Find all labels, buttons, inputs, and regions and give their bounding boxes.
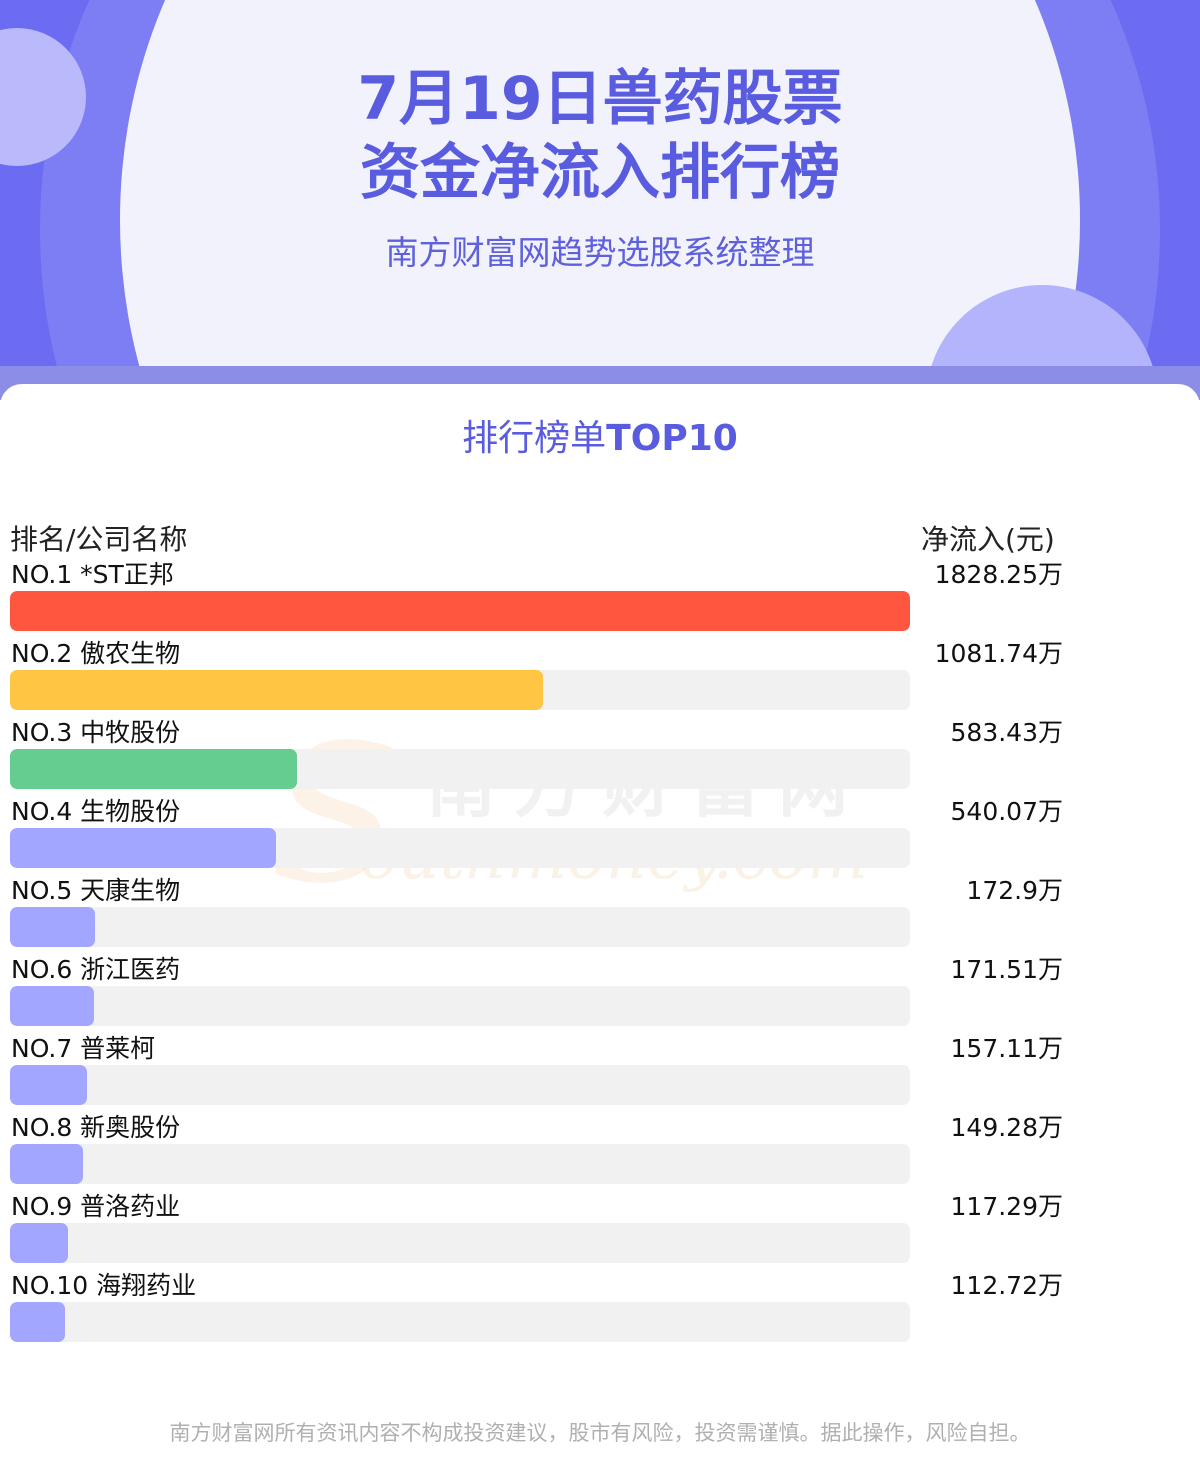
bar-label: NO.3 中牧股份 xyxy=(11,715,180,751)
bar-row: NO.4 生物股份 540.07万 xyxy=(0,794,1200,873)
bar-label: NO.2 傲农生物 xyxy=(11,636,180,672)
bar-value-label: 1081.74万 xyxy=(934,639,1063,668)
bar xyxy=(10,1065,88,1105)
rank-label: NO.2 xyxy=(11,639,73,668)
section-title-prefix: 排行榜单 xyxy=(462,418,607,459)
bar-track xyxy=(10,986,910,1026)
bar-track xyxy=(10,907,910,947)
rank-label: NO.3 xyxy=(11,718,73,747)
bar-row: NO.2 傲农生物 1081.74万 xyxy=(0,636,1200,715)
bar-value-label: 540.07万 xyxy=(950,797,1063,826)
page-title-line1: 7月19日兽药股票 xyxy=(357,64,843,134)
bar-row: NO.6 浙江医药 171.51万 xyxy=(0,952,1200,1031)
bar-label: NO.5 天康生物 xyxy=(11,873,180,909)
company-name: 中牧股份 xyxy=(80,718,181,747)
company-name: 普莱柯 xyxy=(80,1034,156,1063)
bar-value-label: 583.43万 xyxy=(950,718,1063,747)
bar-row: NO.3 中牧股份 583.43万 xyxy=(0,715,1200,794)
column-header-company: 排名/公司名称 xyxy=(10,523,188,556)
bar-label: NO.1 *ST正邦 xyxy=(11,557,174,593)
bar-track xyxy=(10,828,910,868)
company-name: 生物股份 xyxy=(80,797,181,826)
bar-label: NO.9 普洛药业 xyxy=(11,1189,180,1225)
rank-label: NO.5 xyxy=(11,876,73,905)
rank-label: NO.4 xyxy=(11,797,73,826)
bar xyxy=(10,986,95,1026)
bar-track xyxy=(10,1065,910,1105)
bar xyxy=(10,907,96,947)
bar-value-label: 172.9万 xyxy=(966,876,1063,905)
header-banner xyxy=(0,0,1200,400)
decor-disc xyxy=(120,0,1080,400)
bar-row: NO.8 新奥股份 149.28万 xyxy=(0,1110,1200,1189)
bar-value-label: 149.28万 xyxy=(950,1113,1063,1142)
bar-track xyxy=(10,1302,910,1342)
bar-row: NO.5 天康生物 172.9万 xyxy=(0,873,1200,952)
rank-label: NO.9 xyxy=(11,1192,73,1221)
bar-track xyxy=(10,670,910,710)
company-name: 天康生物 xyxy=(80,876,181,905)
bar-track xyxy=(10,591,910,631)
column-header-inflow: 净流入(元) xyxy=(921,523,1055,556)
bar xyxy=(10,1302,66,1342)
bar-track xyxy=(10,749,910,789)
section-title-suffix: TOP10 xyxy=(606,418,738,459)
bar-value-label: 117.29万 xyxy=(950,1192,1063,1221)
bar-label: NO.8 新奥股份 xyxy=(11,1110,180,1146)
section-title: 排行榜单TOP10 xyxy=(0,416,1200,462)
rank-label: NO.1 xyxy=(11,560,73,589)
company-name: 普洛药业 xyxy=(80,1192,181,1221)
bar xyxy=(10,749,298,789)
bar xyxy=(10,670,543,710)
bar-track xyxy=(10,1223,910,1263)
bar xyxy=(10,828,276,868)
disclaimer: 南方财富网所有资讯内容不构成投资建议，股市有风险，投资需谨慎。据此操作，风险自担… xyxy=(169,1421,1031,1445)
company-name: 新奥股份 xyxy=(80,1113,181,1142)
bar-value-label: 1828.25万 xyxy=(934,560,1063,589)
rank-label: NO.6 xyxy=(11,955,73,984)
bar xyxy=(10,1144,84,1184)
bar-label: NO.6 浙江医药 xyxy=(11,952,180,988)
company-name: 海翔药业 xyxy=(96,1271,197,1300)
bar xyxy=(10,1223,68,1263)
bar-row: NO.7 普莱柯 157.11万 xyxy=(0,1031,1200,1110)
rank-label: NO.8 xyxy=(11,1113,73,1142)
rank-label: NO.10 xyxy=(11,1271,89,1300)
company-name: *ST正邦 xyxy=(80,560,174,589)
bar-label: NO.10 海翔药业 xyxy=(11,1268,196,1304)
page-title-line2: 资金净流入排行榜 xyxy=(360,138,840,208)
bar-label: NO.7 普莱柯 xyxy=(11,1031,155,1067)
company-name: 浙江医药 xyxy=(80,955,181,984)
bar-row: NO.9 普洛药业 117.29万 xyxy=(0,1189,1200,1268)
bar-label: NO.4 生物股份 xyxy=(11,794,180,830)
rank-label: NO.7 xyxy=(11,1034,73,1063)
page-subtitle: 南方财富网趋势选股系统整理 xyxy=(385,233,815,272)
bar-row: NO.1 *ST正邦 1828.25万 xyxy=(0,557,1200,636)
bar-track xyxy=(10,1144,910,1184)
bar-value-label: 171.51万 xyxy=(950,955,1063,984)
bar-value-label: 157.11万 xyxy=(950,1034,1063,1063)
bar-value-label: 112.72万 xyxy=(950,1271,1063,1300)
page-title: 7月19日兽药股票 资金净流入排行榜 xyxy=(0,62,1200,210)
company-name: 傲农生物 xyxy=(80,639,181,668)
bar xyxy=(10,591,910,631)
bar-row: NO.10 海翔药业 112.72万 xyxy=(0,1268,1200,1347)
